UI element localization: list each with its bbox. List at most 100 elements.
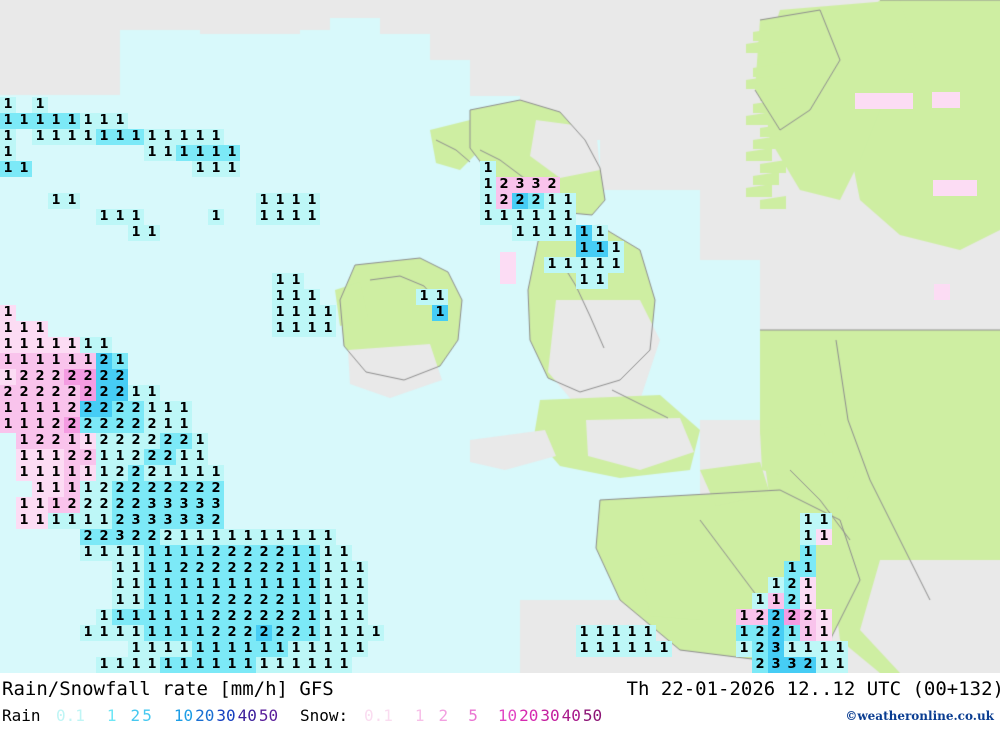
precip-value-label: 1 — [3, 113, 13, 128]
precip-cell — [128, 657, 144, 673]
precip-cell — [208, 657, 224, 673]
precip-cell — [256, 593, 272, 609]
precip-cell — [0, 369, 16, 385]
precip-value-label: 1 — [179, 465, 189, 480]
precip-cell — [576, 625, 592, 641]
precip-cell — [208, 513, 224, 529]
precip-value-label: 1 — [115, 625, 125, 640]
precip-value-label: 1 — [211, 465, 221, 480]
precip-value-label: 2 — [147, 433, 157, 448]
precip-cell — [0, 97, 16, 113]
precip-cell — [96, 113, 112, 129]
precip-cell — [480, 161, 496, 177]
precip-cell — [320, 321, 336, 337]
precip-value-label: 1 — [3, 305, 13, 320]
precip-value-label: 1 — [595, 225, 605, 240]
precip-cell — [160, 529, 176, 545]
precip-cell — [96, 481, 112, 497]
precip-value-label: 3 — [531, 177, 541, 192]
precip-cell — [272, 209, 288, 225]
precip-cell — [932, 92, 960, 108]
precip-value-label: 1 — [627, 625, 637, 640]
precip-cell — [512, 177, 528, 193]
precip-cell — [0, 353, 16, 369]
precip-value-label: 2 — [163, 449, 173, 464]
precip-cell — [272, 593, 288, 609]
precip-cell — [272, 545, 288, 561]
precip-value-label: 2 — [227, 593, 237, 608]
precip-cell — [496, 177, 512, 193]
precip-cell — [144, 449, 160, 465]
precip-value-label: 1 — [115, 353, 125, 368]
precip-cell — [48, 353, 64, 369]
precip-value-label: 1 — [51, 401, 61, 416]
precip-cell — [208, 609, 224, 625]
precip-value-label: 1 — [51, 337, 61, 352]
precip-value-label: 1 — [819, 609, 829, 624]
precip-value-label: 1 — [35, 113, 45, 128]
precip-value-label: 1 — [291, 577, 301, 592]
precip-value-label: 1 — [243, 577, 253, 592]
precip-value-label: 2 — [99, 401, 109, 416]
precip-value-label: 1 — [195, 625, 205, 640]
precip-value-label: 1 — [611, 257, 621, 272]
precip-value-label: 1 — [115, 657, 125, 672]
precip-value-label: 1 — [787, 625, 797, 640]
precip-value-label: 1 — [803, 561, 813, 576]
precip-value-label: 2 — [227, 609, 237, 624]
precip-value-label: 1 — [147, 129, 157, 144]
precip-value-label: 1 — [51, 497, 61, 512]
precip-cell — [288, 305, 304, 321]
precip-value-label: 1 — [339, 593, 349, 608]
precip-value-label: 2 — [243, 609, 253, 624]
precip-cell — [48, 369, 64, 385]
precip-cell — [176, 129, 192, 145]
precip-cell — [128, 449, 144, 465]
precip-value-label: 1 — [179, 593, 189, 608]
precip-value-label: 1 — [483, 193, 493, 208]
precip-value-label: 1 — [307, 529, 317, 544]
legend-stop-2: 2 — [130, 706, 141, 725]
precip-cell — [272, 321, 288, 337]
precip-value-label: 1 — [35, 449, 45, 464]
legend-stop-30: 30 — [216, 706, 236, 725]
precip-value-label: 1 — [195, 641, 205, 656]
precip-value-label: 2 — [787, 577, 797, 592]
precip-cell — [288, 641, 304, 657]
precip-value-label: 1 — [67, 353, 77, 368]
precip-value-label: 1 — [339, 561, 349, 576]
precip-value-label: 1 — [131, 657, 141, 672]
precip-value-label: 2 — [195, 561, 205, 576]
precip-value-label: 1 — [323, 321, 333, 336]
precip-value-label: 2 — [515, 193, 525, 208]
precip-value-label: 1 — [483, 209, 493, 224]
precip-value-label: 1 — [595, 241, 605, 256]
precip-cell — [144, 129, 160, 145]
precip-value-label: 2 — [243, 593, 253, 608]
weather-map[interactable]: 1 1 1 1 1 1 1 1 1 1 1 1 1 1 1 1 1 1 1 1 1 1 1 1 1 1 1 1 1 1 1 1 1 1 1 1 1 1 1 1… — [0, 0, 1000, 673]
precip-value-label: 2 — [771, 609, 781, 624]
precip-cell — [576, 273, 592, 289]
precip-cell — [176, 481, 192, 497]
precip-value-label: 2 — [531, 193, 541, 208]
precip-value-label: 2 — [787, 593, 797, 608]
precip-cell — [32, 417, 48, 433]
precip-cell — [48, 193, 64, 209]
precip-value-label: 1 — [275, 209, 285, 224]
precip-value-label: 1 — [579, 257, 589, 272]
precip-cell — [160, 593, 176, 609]
precip-value-label: 1 — [307, 609, 317, 624]
precip-value-label: 1 — [179, 449, 189, 464]
precip-cell — [512, 193, 528, 209]
precip-cell — [96, 545, 112, 561]
precip-value-label: 1 — [163, 401, 173, 416]
precip-cell — [800, 641, 816, 657]
precip-cell — [144, 225, 160, 241]
precip-value-label: 2 — [115, 433, 125, 448]
precip-cell — [80, 625, 96, 641]
precip-cell — [272, 625, 288, 641]
precip-cell — [16, 513, 32, 529]
precip-cell — [160, 417, 176, 433]
precip-value-label: 1 — [803, 545, 813, 560]
precip-value-label: 2 — [83, 417, 93, 432]
